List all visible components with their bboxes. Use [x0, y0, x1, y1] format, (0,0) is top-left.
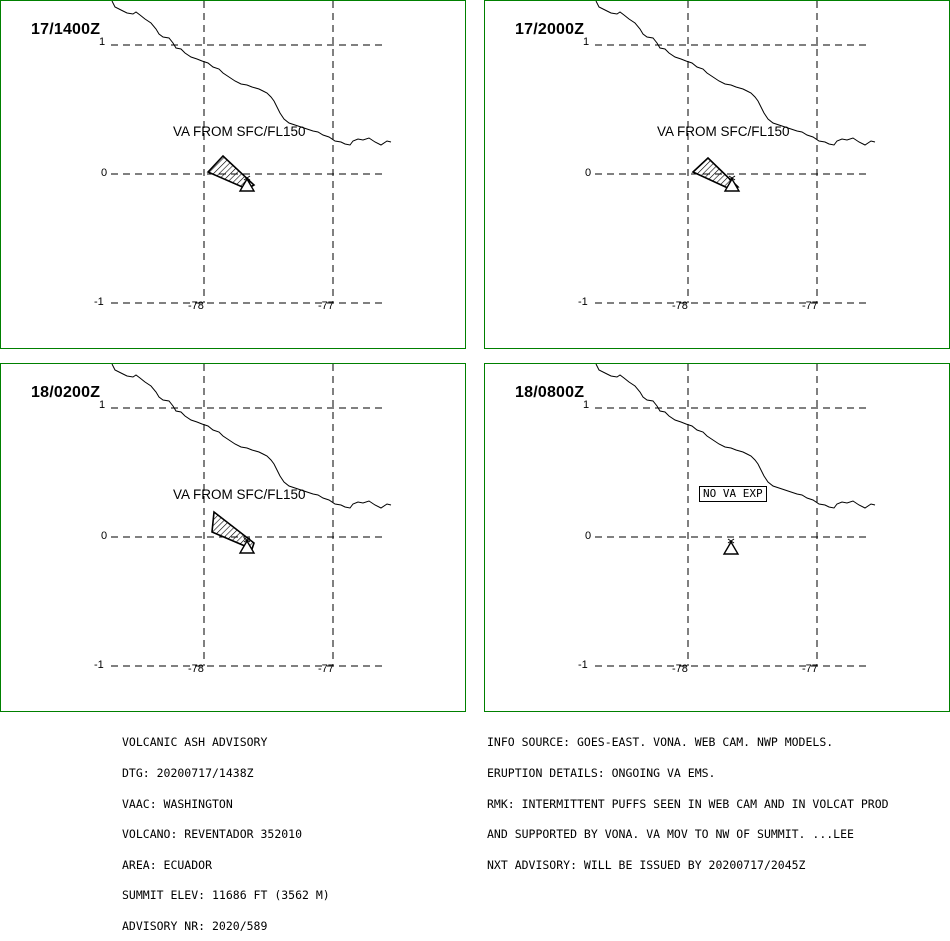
ash-cloud-polygon [691, 156, 740, 190]
lon-tick-minus77: -77 [318, 663, 334, 675]
info-line: ERUPTION DETAILS: ONGOING VA EMS. [487, 766, 716, 781]
advisory-line: VOLCANO: REVENTADOR 352010 [122, 827, 303, 842]
lon-tick-minus78: -78 [672, 300, 688, 312]
advisory-info-block: INFO SOURCE: GOES-EAST. VONA. WEB CAM. N… [487, 717, 889, 880]
no-va-expected-label: NO VA EXP [699, 486, 767, 502]
valid-time: 18/0200Z [31, 384, 101, 401]
map-canvas-2 [595, 1, 876, 304]
valid-time: 17/2000Z [515, 21, 585, 38]
lon-tick-minus77: -77 [802, 300, 818, 312]
lon-tick-minus78: -78 [188, 300, 204, 312]
advisory-header-block: VOLCANIC ASH ADVISORY DTG: 20200717/1438… [122, 717, 330, 941]
country-border-line [111, 1, 392, 146]
country-border-line [595, 364, 876, 509]
va-height-label: VA FROM SFC/FL150 [657, 124, 790, 139]
lat-tick-0: 0 [101, 530, 108, 542]
ash-cloud-polygon [206, 154, 256, 190]
info-line: INFO SOURCE: GOES-EAST. VONA. WEB CAM. N… [487, 735, 834, 750]
va-height-label: VA FROM SFC/FL150 [173, 124, 306, 139]
valid-time: 18/0800Z [515, 384, 585, 401]
lat-tick-minus1: -1 [94, 296, 104, 308]
lon-tick-minus78: -78 [672, 663, 688, 675]
lat-tick-0: 0 [585, 167, 592, 179]
va-height-label: VA FROM SFC/FL150 [173, 487, 306, 502]
lat-tick-minus1: -1 [578, 659, 588, 671]
valid-time: 17/1400Z [31, 21, 101, 38]
lat-tick-1: 1 [99, 399, 106, 411]
map-canvas-4 [595, 364, 876, 667]
volcano-triangle-icon [238, 537, 256, 554]
country-border-line [111, 364, 392, 509]
map-panel-1: 17/1400Z 1 0 -1 -78 -77 VA FROM SFC/FL15… [0, 0, 466, 349]
ash-cloud-polygon [211, 510, 255, 551]
lon-tick-minus78: -78 [188, 663, 204, 675]
lat-tick-minus1: -1 [578, 296, 588, 308]
lat-tick-0: 0 [101, 167, 108, 179]
advisory-line: AREA: ECUADOR [122, 857, 213, 872]
info-line: RMK: INTERMITTENT PUFFS SEEN IN WEB CAM … [487, 796, 889, 811]
lat-tick-1: 1 [99, 36, 106, 48]
map-canvas-3 [111, 364, 392, 667]
map-panel-3: 18/0200Z 1 0 -1 -78 -77 VA FROM SFC/FL15… [0, 363, 466, 712]
advisory-line: VOLCANIC ASH ADVISORY [122, 735, 268, 750]
country-border-line [595, 1, 876, 146]
lat-tick-minus1: -1 [94, 659, 104, 671]
advisory-line: VAAC: WASHINGTON [122, 796, 233, 811]
lat-tick-1: 1 [583, 36, 590, 48]
advisory-line: DTG: 20200717/1438Z [122, 766, 254, 781]
volcano-triangle-icon [722, 538, 740, 555]
lat-tick-0: 0 [585, 530, 592, 542]
volcano-triangle-icon [723, 175, 741, 192]
map-panel-4: 18/0800Z 1 0 -1 -78 -77 NO VA EXP [484, 363, 950, 712]
map-canvas-1 [111, 1, 392, 304]
volcano-triangle-icon [238, 175, 256, 192]
map-panel-2: 17/2000Z 1 0 -1 -78 -77 VA FROM SFC/FL15… [484, 0, 950, 349]
info-line: AND SUPPORTED BY VONA. VA MOV TO NW OF S… [487, 827, 854, 842]
advisory-line: SUMMIT ELEV: 11686 FT (3562 M) [122, 888, 330, 903]
lat-tick-1: 1 [583, 399, 590, 411]
lon-tick-minus77: -77 [802, 663, 818, 675]
lon-tick-minus77: -77 [318, 300, 334, 312]
advisory-line: ADVISORY NR: 2020/589 [122, 919, 268, 934]
info-line: NXT ADVISORY: WILL BE ISSUED BY 20200717… [487, 857, 806, 872]
